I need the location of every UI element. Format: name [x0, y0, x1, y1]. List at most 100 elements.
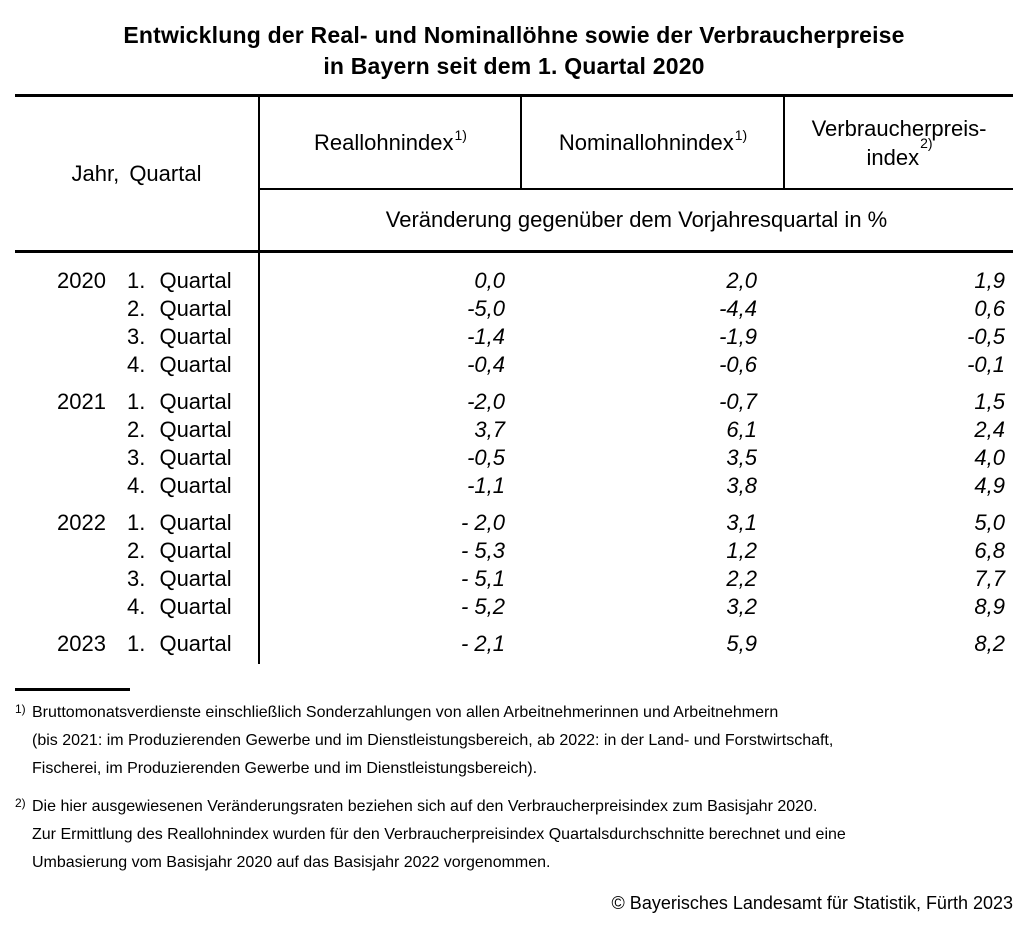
table-row: 2021 1. Quartal -2,0 -0,7 1,5 [15, 388, 1013, 416]
page-title-line2: in Bayern seit dem 1. Quartal 2020 [323, 53, 705, 79]
table-row: 2. Quartal 3,7 6,1 2,4 [15, 416, 1013, 444]
table-row: 2023 1. Quartal - 2,1 5,9 8,2 [15, 630, 1013, 658]
value-reallohnindex: -0,5 [467, 445, 505, 470]
subheader-unit-label: Veränderung gegenüber dem Vorjahresquart… [385, 207, 888, 232]
row-label: 3. Quartal [15, 323, 258, 351]
value-reallohnindex: - 2,1 [460, 631, 505, 656]
quarter-label: 1. Quartal [127, 631, 232, 656]
column-header-jahr-quartal-label: Jahr, Quartal [71, 160, 202, 186]
value-verbraucherpreisindex: 2,4 [974, 417, 1005, 442]
table-row: 3. Quartal -1,4 -1,9 -0,5 [15, 323, 1013, 351]
value-reallohnindex: - 5,3 [460, 538, 505, 563]
value-reallohnindex: - 5,2 [460, 594, 505, 619]
table-row: 2. Quartal - 5,3 1,2 6,8 [15, 537, 1013, 565]
year-group-2022: 2022 1. Quartal - 2,0 3,1 5,0 2. Quartal … [15, 509, 1013, 621]
value-verbraucherpreisindex: 1,5 [974, 389, 1005, 414]
footnote-ref-2: 2) [920, 135, 933, 152]
row-label: 4. Quartal [15, 351, 258, 379]
row-label: 2. Quartal [15, 537, 258, 565]
footnote-2-line3: Umbasierung vom Basisjahr 2020 auf das B… [32, 854, 551, 871]
value-nominallohnindex: -4,4 [719, 296, 757, 321]
footnote-1-line1: Bruttomonatsverdienste einschließlich So… [32, 704, 779, 721]
value-verbraucherpreisindex: 1,9 [974, 268, 1005, 293]
table-row: 3. Quartal - 5,1 2,2 7,7 [15, 565, 1013, 593]
table-header-bottom-border [15, 250, 1013, 253]
value-reallohnindex: -2,0 [467, 389, 505, 414]
value-nominallohnindex: 6,1 [726, 417, 757, 442]
column-header-verbraucherpreisindex-line2: index2) [866, 135, 933, 170]
row-label: 2. Quartal [15, 295, 258, 323]
footnote-1-line2: (bis 2021: im Produzierenden Gewerbe und… [32, 732, 834, 749]
table-row: 4. Quartal -1,1 3,8 4,9 [15, 472, 1013, 500]
value-reallohnindex: - 2,0 [460, 510, 505, 535]
quarter-label: 2. Quartal [127, 296, 232, 321]
footnote-2-line1: Die hier ausgewiesenen Veränderungsraten… [32, 798, 818, 815]
row-label: 2020 1. Quartal [15, 267, 258, 295]
value-reallohnindex: 3,7 [474, 417, 505, 442]
footnote-1-line3: Fischerei, im Produzierenden Gewerbe und… [32, 760, 538, 777]
value-nominallohnindex: -0,7 [719, 389, 757, 414]
value-reallohnindex: - 5,1 [460, 566, 505, 591]
year-label [57, 593, 115, 621]
value-nominallohnindex: -1,9 [719, 324, 757, 349]
value-verbraucherpreisindex: -0,5 [967, 324, 1005, 349]
table-row: 4. Quartal -0,4 -0,6 -0,1 [15, 351, 1013, 379]
row-label: 2. Quartal [15, 416, 258, 444]
year-label [57, 351, 115, 379]
quarter-label: 1. Quartal [127, 389, 232, 414]
year-label: 2020 [57, 268, 106, 293]
value-verbraucherpreisindex: -0,1 [967, 352, 1005, 377]
year-label [57, 472, 115, 500]
column-header-nominallohnindex-label: Nominallohnindex [558, 129, 734, 155]
row-label: 2023 1. Quartal [15, 630, 258, 658]
footnote-separator [15, 688, 130, 691]
value-reallohnindex: -5,0 [467, 296, 505, 321]
value-verbraucherpreisindex: 7,7 [974, 566, 1005, 591]
quarter-label: 1. Quartal [127, 510, 232, 535]
value-verbraucherpreisindex: 8,2 [974, 631, 1005, 656]
quarter-label: 3. Quartal [127, 324, 232, 349]
quarter-label: 2. Quartal [127, 538, 232, 563]
subheader-unit: Veränderung gegenüber dem Vorjahresquart… [258, 190, 1013, 250]
value-reallohnindex: -1,4 [467, 324, 505, 349]
value-reallohnindex: -0,4 [467, 352, 505, 377]
quarter-label: 4. Quartal [127, 352, 232, 377]
footnote-2-line2: Zur Ermittlung des Reallohnindex wurden … [32, 826, 846, 843]
row-label: 3. Quartal [15, 565, 258, 593]
footnote-2-marker: 2) [15, 796, 26, 810]
row-label: 2021 1. Quartal [15, 388, 258, 416]
table-row: 2022 1. Quartal - 2,0 3,1 5,0 [15, 509, 1013, 537]
column-header-reallohnindex-label: Reallohnindex [314, 129, 454, 155]
value-nominallohnindex: 3,2 [726, 594, 757, 619]
table-body: 2020 1. Quartal 0,0 2,0 1,9 2. Quartal -5… [15, 253, 1013, 664]
row-label: 2022 1. Quartal [15, 509, 258, 537]
page-title: Entwicklung der Real- und Nominallöhne s… [0, 20, 1028, 82]
wage-price-table: Jahr, Quartal Reallohnindex 1) Nominalloh… [15, 94, 1013, 664]
value-verbraucherpreisindex: 8,9 [974, 594, 1005, 619]
year-label [57, 537, 115, 565]
year-label [57, 323, 115, 351]
table-row: 4. Quartal - 5,2 3,2 8,9 [15, 593, 1013, 621]
value-nominallohnindex: 2,2 [726, 566, 757, 591]
value-nominallohnindex: 3,1 [726, 510, 757, 535]
row-label: 4. Quartal [15, 593, 258, 621]
table-row: 3. Quartal -0,5 3,5 4,0 [15, 444, 1013, 472]
year-label [57, 444, 115, 472]
row-label: 3. Quartal [15, 444, 258, 472]
table-row: 2. Quartal -5,0 -4,4 0,6 [15, 295, 1013, 323]
value-nominallohnindex: 2,0 [726, 268, 757, 293]
quarter-label: 3. Quartal [127, 566, 232, 591]
quarter-label: 3. Quartal [127, 445, 232, 470]
value-verbraucherpreisindex: 0,6 [974, 296, 1005, 321]
value-verbraucherpreisindex: 4,9 [974, 473, 1005, 498]
copyright-notice: © Bayerisches Landesamt für Statistik, F… [611, 893, 1013, 913]
footnote-2: 2) Die hier ausgewiesenen Veränderungsra… [15, 793, 1010, 877]
column-header-nominallohnindex: Nominallohnindex 1) [520, 97, 783, 190]
table-header: Jahr, Quartal Reallohnindex 1) Nominalloh… [15, 97, 1013, 250]
value-verbraucherpreisindex: 5,0 [974, 510, 1005, 535]
value-nominallohnindex: 3,8 [726, 473, 757, 498]
footnote-1: 1) Bruttomonatsverdienste einschließlich… [15, 699, 1010, 783]
quarter-label: 4. Quartal [127, 594, 232, 619]
year-group-2021: 2021 1. Quartal -2,0 -0,7 1,5 2. Quartal … [15, 388, 1013, 500]
